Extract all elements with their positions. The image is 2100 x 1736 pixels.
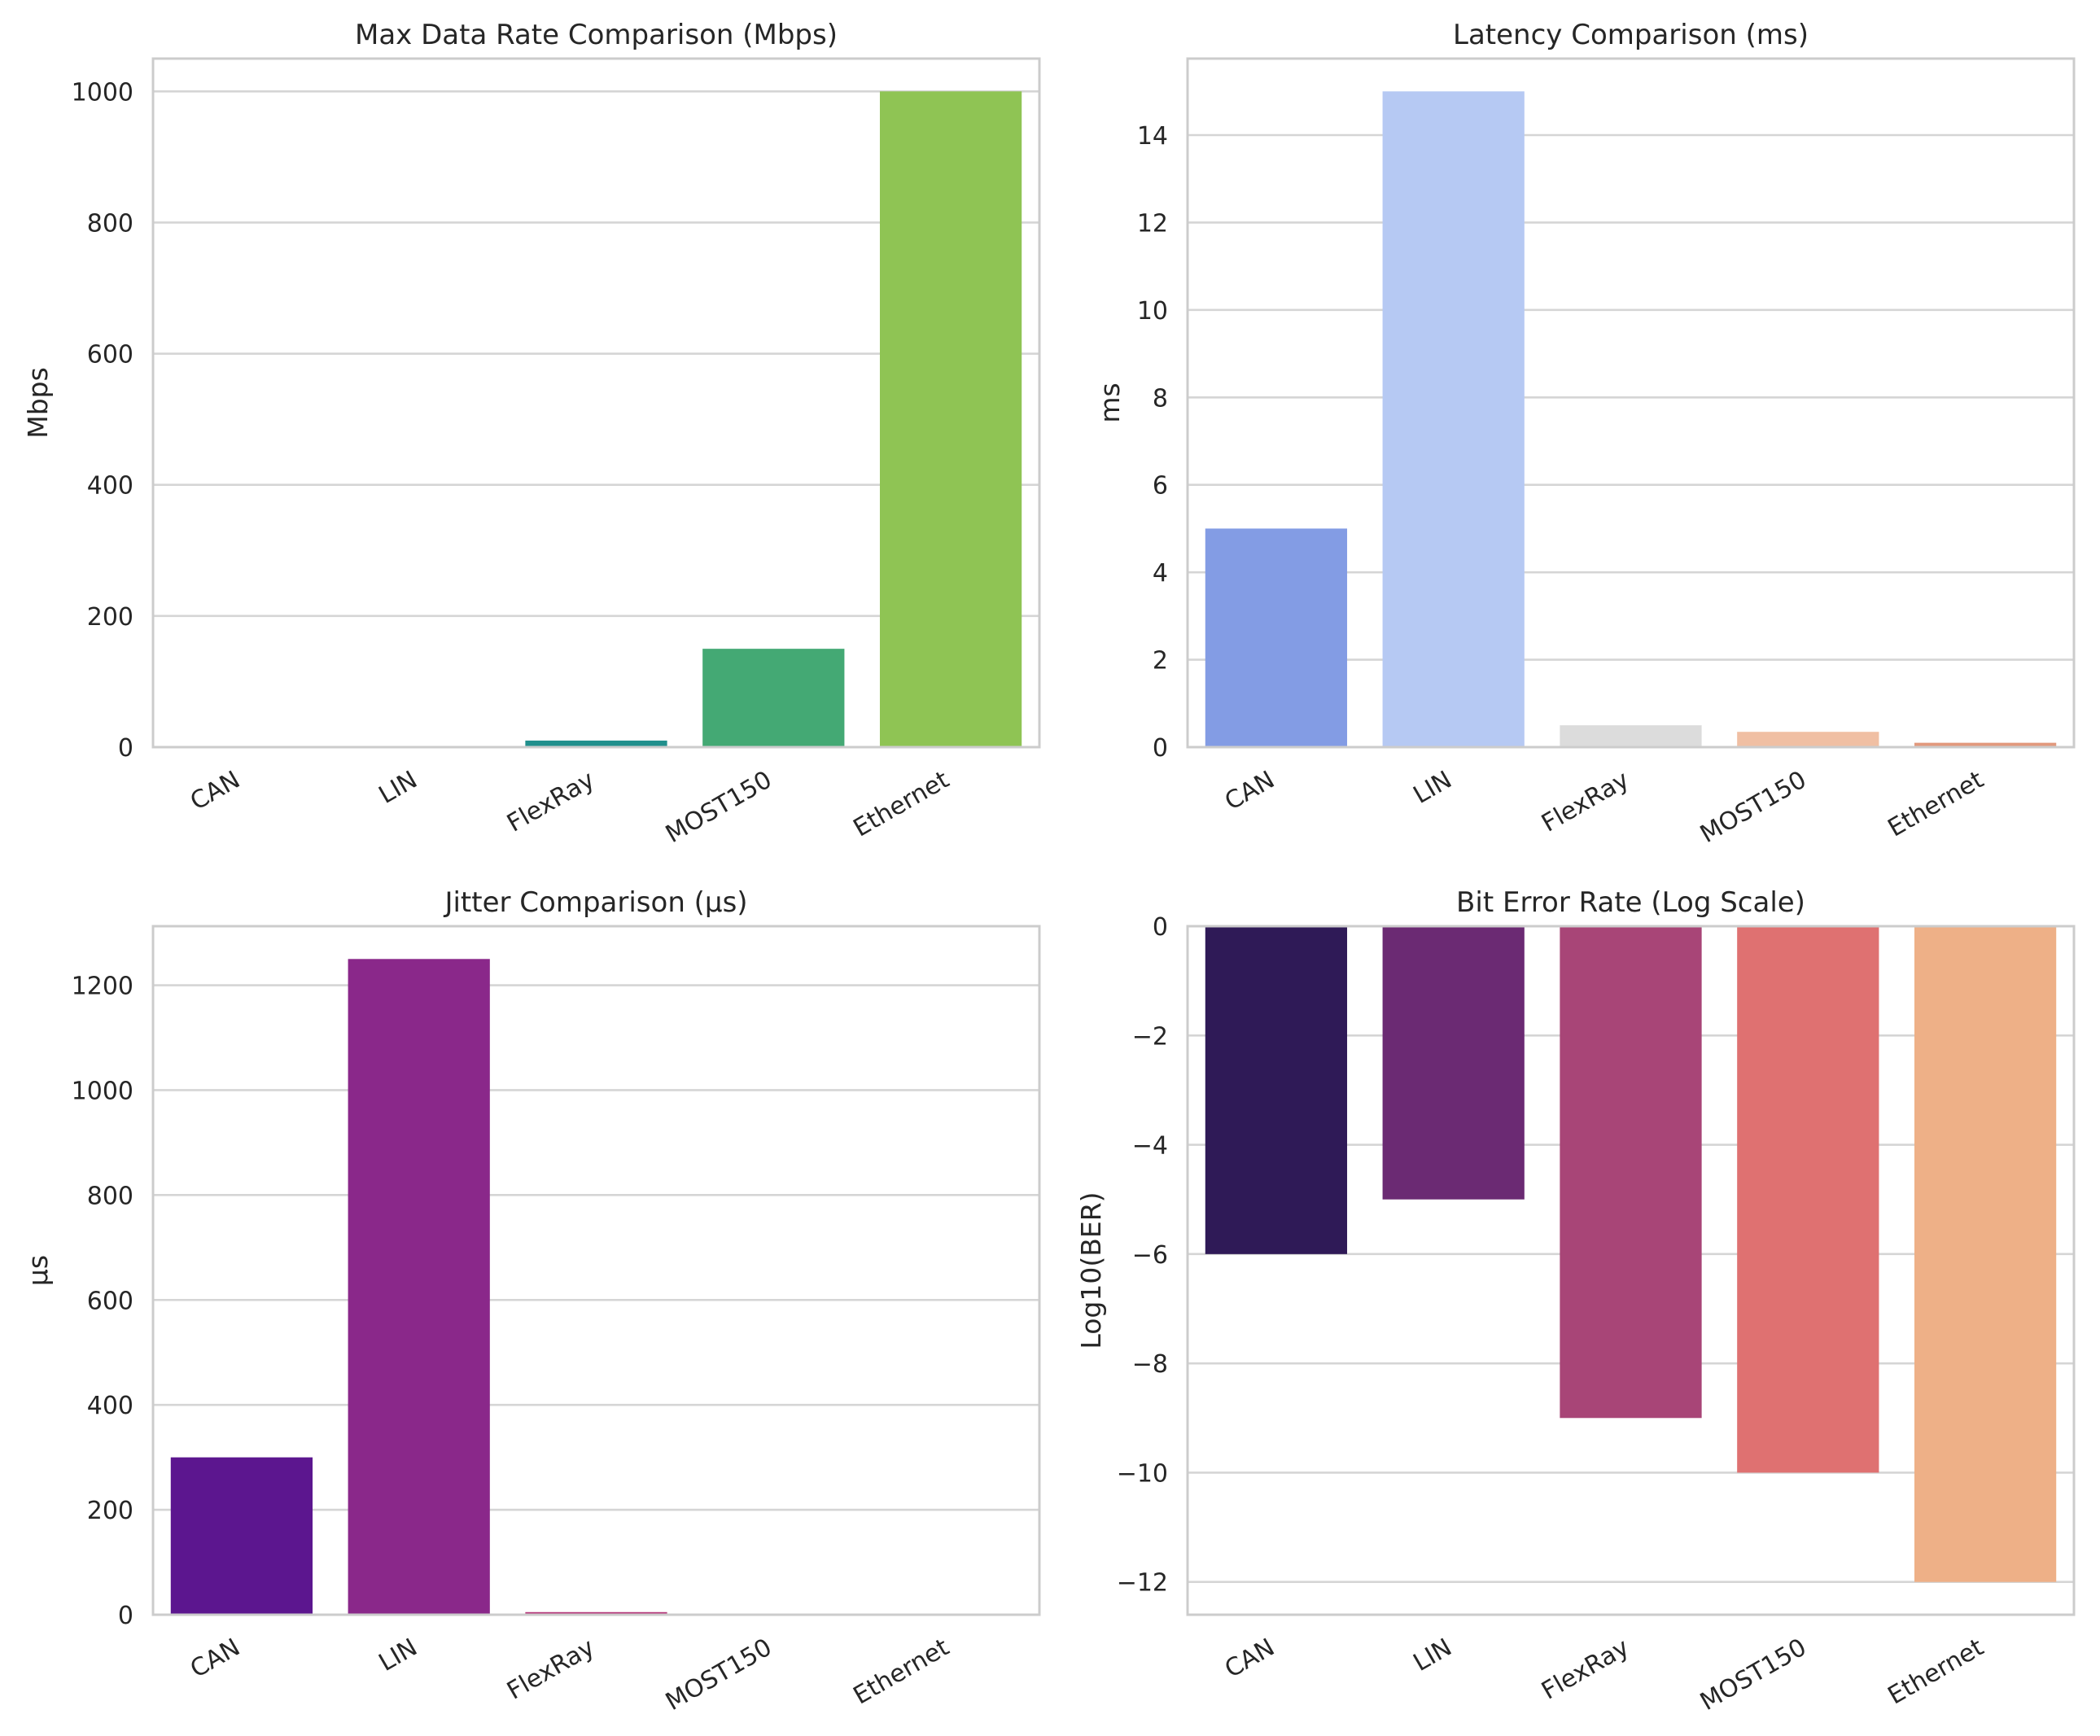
bar-can xyxy=(1205,528,1348,747)
x-tick-label: Ethernet xyxy=(1883,1633,1989,1711)
x-tick-label: FlexRay xyxy=(502,1633,599,1706)
x-tick-label: LIN xyxy=(1409,766,1457,810)
x-tick-label: MOST150 xyxy=(1695,766,1811,849)
bar-most150 xyxy=(1737,926,1879,1473)
y-tick-label: 6 xyxy=(1153,472,1168,501)
chart-title: Latency Comparison (ms) xyxy=(1453,19,1809,51)
y-tick-label: 600 xyxy=(87,1287,133,1315)
chart-panel-1: 0 200 400 600 800 1000 CAN LIN FlexRay MOST150 Eth… xyxy=(22,19,1041,849)
bar-flexray xyxy=(1560,926,1702,1419)
bar-flexray xyxy=(1560,725,1702,747)
y-tick-label: 12 xyxy=(1137,209,1168,238)
y-tick-label: 200 xyxy=(87,603,133,632)
y-axis-label: ms xyxy=(1094,383,1126,422)
chart-panel-3: 0 200 400 600 800 1000 1200 CAN LIN FlexRay MOST15… xyxy=(22,886,1041,1716)
axes-frame xyxy=(1186,925,2076,1616)
x-tick-label: LIN xyxy=(374,766,422,810)
x-tick-label: CAN xyxy=(186,1633,245,1684)
x-tick-label: CAN xyxy=(186,766,245,816)
y-tick-label: 2 xyxy=(1153,647,1168,676)
x-tick-label: Ethernet xyxy=(849,1633,955,1711)
bar-can xyxy=(1205,926,1348,1254)
y-tick-label: 400 xyxy=(87,472,133,501)
axes-frame xyxy=(1186,57,2076,749)
x-tick-label: MOST150 xyxy=(1695,1633,1811,1716)
y-axis-label: Mbps xyxy=(22,367,54,439)
y-tick-label: 10 xyxy=(1137,297,1168,326)
y-tick-label: −6 xyxy=(1132,1241,1168,1270)
x-tick-label: FlexRay xyxy=(1537,766,1634,838)
chart-panel-2: 0 2 4 6 8 10 12 14 CAN LIN FlexRay MOST150 Ethernet L… xyxy=(1094,19,2076,849)
x-tick-label: LIN xyxy=(1409,1633,1457,1677)
x-tick-label: MOST150 xyxy=(661,766,777,849)
bar-ethernet xyxy=(1914,742,2057,747)
bar-lin xyxy=(1382,91,1525,748)
y-tick-label: 1000 xyxy=(72,78,133,107)
axes-frame xyxy=(151,57,1041,749)
bar-most150 xyxy=(702,649,845,747)
y-tick-label: 0 xyxy=(118,1602,133,1630)
x-tick-label: Ethernet xyxy=(1883,766,1989,843)
x-tick-label: FlexRay xyxy=(502,766,599,838)
bar-most150 xyxy=(1737,732,1879,747)
x-tick-label: MOST150 xyxy=(661,1633,777,1716)
y-tick-label: −4 xyxy=(1132,1132,1168,1161)
chart-panel-4: 0 −2 −4 −6 −8 −10 −12 CAN LIN FlexRay MOST150 Ether… xyxy=(1075,886,2076,1716)
axes-frame xyxy=(151,925,1041,1616)
y-tick-label: −12 xyxy=(1117,1569,1168,1598)
y-tick-label: −2 xyxy=(1132,1022,1168,1051)
y-tick-label: 200 xyxy=(87,1497,133,1525)
y-tick-label: −10 xyxy=(1117,1459,1168,1488)
y-tick-label: 800 xyxy=(87,1182,133,1210)
chart-title: Max Data Rate Comparison (Mbps) xyxy=(355,19,838,51)
chart-title: Jitter Comparison (µs) xyxy=(443,886,747,919)
x-tick-label: FlexRay xyxy=(1537,1633,1634,1706)
y-tick-label: −8 xyxy=(1132,1350,1168,1379)
y-tick-label: 4 xyxy=(1153,559,1168,588)
y-tick-label: 400 xyxy=(87,1392,133,1420)
y-tick-label: 14 xyxy=(1137,122,1168,151)
x-tick-label: Ethernet xyxy=(849,766,955,843)
bar-ethernet xyxy=(879,91,1022,748)
x-tick-label: CAN xyxy=(1220,1633,1280,1684)
y-tick-label: 800 xyxy=(87,209,133,238)
y-axis-label: µs xyxy=(22,1255,54,1286)
y-tick-label: 0 xyxy=(1153,913,1168,942)
y-tick-label: 8 xyxy=(1153,384,1168,413)
x-tick-label: CAN xyxy=(1220,766,1280,816)
y-tick-label: 1000 xyxy=(72,1077,133,1105)
chart-title: Bit Error Rate (Log Scale) xyxy=(1456,886,1805,919)
bar-can xyxy=(170,1457,313,1615)
bar-lin xyxy=(348,959,490,1615)
x-tick-label: LIN xyxy=(374,1633,422,1677)
y-tick-label: 0 xyxy=(1153,734,1168,763)
y-tick-label: 0 xyxy=(118,734,133,763)
y-tick-label: 600 xyxy=(87,341,133,370)
y-tick-label: 1200 xyxy=(72,973,133,1001)
bar-ethernet xyxy=(1914,926,2057,1582)
bar-flexray xyxy=(525,1611,667,1615)
bar-lin xyxy=(1382,926,1525,1200)
bar-flexray xyxy=(525,740,667,747)
y-axis-label: Log10(BER) xyxy=(1075,1192,1107,1349)
